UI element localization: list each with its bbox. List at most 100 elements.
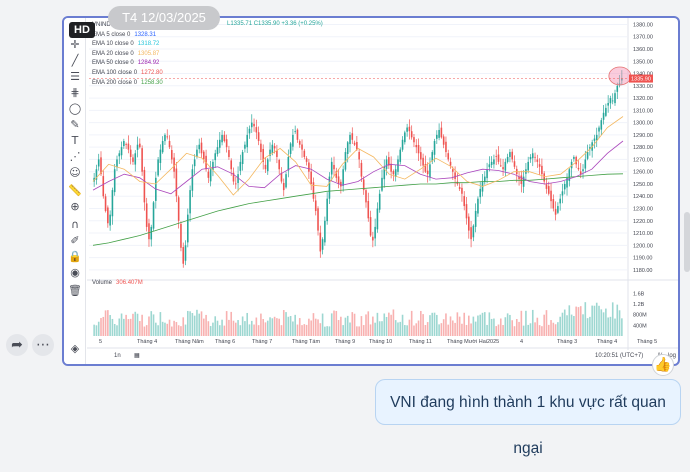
candle-body <box>202 151 205 160</box>
chart-bottom-bar: 1n ▦ 10:20:51 (UTC+7) % log ⚙ <box>110 350 678 364</box>
candle-body <box>367 200 370 219</box>
candle-body <box>488 164 491 168</box>
ruler-icon[interactable]: 📏 <box>68 184 82 197</box>
chart-image-card[interactable]: ✛ ╱ ☰ ⋕ ◯ ✎ T ⋰ ☺ 📏 ⊕ ∩ ✐ 🔒 ◉ 🗑 ◈ 1380.0… <box>62 16 680 366</box>
candle-body <box>399 149 402 162</box>
volume-bar <box>223 325 226 336</box>
emoji-icon[interactable]: ☺ <box>69 166 81 179</box>
candle-body <box>175 168 178 197</box>
zoom-in-icon[interactable]: ⊕ <box>70 200 80 213</box>
volume-bar <box>490 318 493 336</box>
volume-bar <box>173 320 175 336</box>
price-axis-label: 1340.00 <box>633 72 653 78</box>
volume-bar <box>356 326 358 336</box>
volume-bar <box>388 312 390 336</box>
pattern-icon[interactable]: ⋰ <box>69 150 81 163</box>
volume-bar <box>127 319 130 336</box>
candle-body <box>543 173 545 182</box>
trash-icon[interactable]: 🗑 <box>68 284 82 297</box>
candle-body <box>161 141 164 153</box>
volume-bar <box>589 316 591 336</box>
more-options-icon[interactable]: ⋯ <box>32 334 54 356</box>
volume-bar <box>465 324 468 336</box>
drawing-toolbar: ✛ ╱ ☰ ⋕ ◯ ✎ T ⋰ ☺ 📏 ⊕ ∩ ✐ 🔒 ◉ 🗑 ◈ <box>64 18 86 364</box>
volume-bar <box>474 321 477 336</box>
timeframe-label[interactable]: 1n <box>114 353 121 359</box>
volume-bar <box>463 312 466 336</box>
time-axis-label: Tháng 4 <box>597 339 617 345</box>
candle-body <box>346 142 349 154</box>
candle-body <box>314 200 317 211</box>
volume-bar <box>250 320 253 336</box>
shape-ellipse-icon[interactable]: ◯ <box>68 102 82 115</box>
volume-bar <box>488 312 491 336</box>
volume-bar <box>586 318 589 336</box>
brush-icon[interactable]: ✎ <box>70 118 80 131</box>
volume-bar <box>614 318 616 336</box>
candle-body <box>502 167 504 170</box>
candle-body <box>246 134 249 148</box>
volume-bar <box>340 316 342 336</box>
price-axis-label: 1200.00 <box>633 243 653 249</box>
volume-bar <box>191 313 194 336</box>
message-text: VNI đang hình thành 1 khu vực rất quan n… <box>390 394 666 457</box>
candle-body <box>356 141 358 150</box>
candle-body <box>621 78 623 81</box>
candle-body <box>586 152 589 159</box>
candle-body <box>483 176 486 183</box>
candle-body <box>614 93 616 104</box>
volume-bar <box>467 315 470 336</box>
volume-bar <box>378 321 381 336</box>
price-axis-label: 1240.00 <box>633 194 653 200</box>
price-axis-label: 1360.00 <box>633 47 653 53</box>
calendar-icon[interactable]: ▦ <box>134 352 140 359</box>
candle-body <box>282 182 285 191</box>
price-axis-label: 1210.00 <box>633 231 653 237</box>
scrollbar[interactable] <box>684 212 690 272</box>
eye-icon[interactable]: ◉ <box>70 266 80 279</box>
volume-bar <box>362 325 365 336</box>
fibonacci-icon[interactable]: ⋕ <box>70 86 80 99</box>
volume-bar <box>175 322 178 336</box>
price-chart-svg[interactable]: 1380.00 1370.00 1360.00 1350.00 1340.00 1330.… <box>87 18 680 350</box>
candle-body <box>360 162 363 177</box>
candle-body <box>253 123 255 127</box>
log-scale-button[interactable]: log <box>668 353 677 359</box>
candle-body <box>280 172 283 182</box>
text-icon[interactable]: T <box>71 134 79 147</box>
candle-body <box>271 144 274 153</box>
volume-bar <box>431 312 434 336</box>
volume-bar <box>406 325 408 336</box>
chat-message-bubble[interactable]: VNI đang hình thành 1 khu vực rất quan n… <box>375 379 681 457</box>
price-axis-label: 1370.00 <box>633 35 653 41</box>
volume-bar <box>125 314 127 336</box>
volume-bar <box>568 305 571 336</box>
hd-badge[interactable]: HD <box>69 22 95 38</box>
volume-bar <box>499 318 502 336</box>
candle-body <box>100 157 102 175</box>
volume-bar <box>454 322 456 336</box>
lock-drawing-icon[interactable]: ✐ <box>70 234 80 247</box>
crosshair-icon[interactable]: ✛ <box>70 38 80 51</box>
candle-body <box>372 236 374 241</box>
candle-body <box>495 156 498 157</box>
chart-area[interactable]: 1380.00 1370.00 1360.00 1350.00 1340.00 1330.… <box>87 18 680 364</box>
layers-icon[interactable]: ◈ <box>70 342 80 355</box>
volume-bar <box>360 316 363 336</box>
volume-bar <box>394 320 397 336</box>
candle-body <box>244 144 246 149</box>
legend-row: EMA 100 close 0 1272.80 <box>92 69 163 79</box>
candle-body <box>589 147 591 149</box>
lock-icon[interactable]: 🔒 <box>68 250 82 263</box>
thumbs-up-icon[interactable]: 👍 <box>652 354 674 376</box>
magnet-icon[interactable]: ∩ <box>70 218 80 231</box>
horizontal-lines-icon[interactable]: ☰ <box>70 70 80 83</box>
volume-bar <box>372 316 374 336</box>
trend-line-icon[interactable]: ╱ <box>71 54 79 67</box>
candle-body <box>349 134 351 145</box>
volume-bar <box>433 312 436 336</box>
volume-bar <box>563 309 566 336</box>
volume-axis-label: 1.6B <box>633 291 645 297</box>
ema50-line <box>92 140 624 195</box>
share-arrow-icon[interactable]: ➦ <box>6 334 28 356</box>
